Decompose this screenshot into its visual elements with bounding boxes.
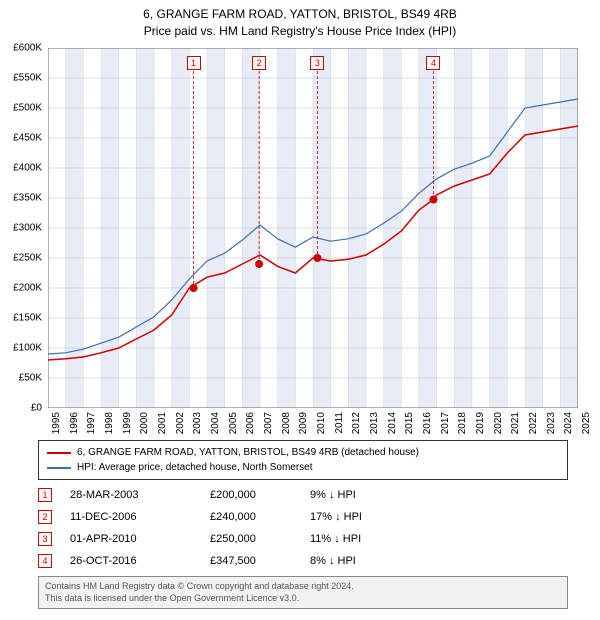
x-axis-label: 2016	[422, 412, 433, 434]
sale-marker: 2	[38, 510, 52, 524]
y-axis-label: £100K	[13, 343, 42, 354]
sale-marker: 3	[310, 56, 324, 70]
y-axis-label: £250K	[13, 253, 42, 264]
y-axis-label: £150K	[13, 313, 42, 324]
x-axis-label: 2020	[493, 412, 504, 434]
x-axis-label: 2003	[192, 412, 203, 434]
legend-item: HPI: Average price, detached house, Nort…	[47, 460, 559, 475]
legend-swatch	[47, 467, 71, 469]
x-axis-label: 1995	[51, 412, 62, 434]
x-axis-label: 1998	[104, 412, 115, 434]
y-axis-label: £0	[31, 403, 42, 414]
sale-delta: 9% ↓ HPI	[310, 489, 430, 501]
title-block: 6, GRANGE FARM ROAD, YATTON, BRISTOL, BS…	[0, 0, 600, 40]
sale-price: £250,000	[210, 533, 310, 545]
y-axis-label: £500K	[13, 103, 42, 114]
sale-price: £200,000	[210, 489, 310, 501]
x-axis-label: 2001	[157, 412, 168, 434]
legend-item: 6, GRANGE FARM ROAD, YATTON, BRISTOL, BS…	[47, 445, 559, 460]
x-axis-label: 2018	[457, 412, 468, 434]
x-axis-label: 2002	[175, 412, 186, 434]
y-axis-label: £200K	[13, 283, 42, 294]
sale-marker: 4	[38, 554, 52, 568]
title-address: 6, GRANGE FARM ROAD, YATTON, BRISTOL, BS…	[0, 6, 600, 23]
sale-delta: 17% ↓ HPI	[310, 511, 430, 523]
sales-row: 4 26-OCT-2016£347,5008% ↓ HPI	[38, 550, 568, 572]
x-axis-label: 2008	[281, 412, 292, 434]
y-axis-label: £350K	[13, 193, 42, 204]
x-axis-label: 2022	[528, 412, 539, 434]
footer-attribution: Contains HM Land Registry data © Crown c…	[38, 576, 568, 609]
legend-swatch	[47, 452, 71, 454]
y-axis-label: £400K	[13, 163, 42, 174]
chart-svg	[48, 48, 578, 408]
legend: 6, GRANGE FARM ROAD, YATTON, BRISTOL, BS…	[38, 440, 568, 480]
x-axis-label: 2004	[210, 412, 221, 434]
x-axis-label: 1996	[69, 412, 80, 434]
x-axis-label: 2011	[334, 412, 345, 434]
y-axis-label: £50K	[19, 373, 42, 384]
x-axis-label: 2014	[387, 412, 398, 434]
sale-marker: 1	[187, 56, 201, 70]
x-axis-label: 2005	[228, 412, 239, 434]
x-axis-label: 2006	[245, 412, 256, 434]
sale-marker: 1	[38, 488, 52, 502]
x-axis-label: 2024	[563, 412, 574, 434]
x-axis-label: 1997	[86, 412, 97, 434]
sale-date: 01-APR-2010	[70, 533, 210, 545]
legend-label: 6, GRANGE FARM ROAD, YATTON, BRISTOL, BS…	[77, 445, 419, 460]
sales-row: 1 28-MAR-2003£200,0009% ↓ HPI	[38, 484, 568, 506]
sale-date: 28-MAR-2003	[70, 489, 210, 501]
x-axis-label: 2009	[298, 412, 309, 434]
x-axis-label: 2013	[369, 412, 380, 434]
sale-date: 11-DEC-2006	[70, 511, 210, 523]
chart-container: 6, GRANGE FARM ROAD, YATTON, BRISTOL, BS…	[0, 0, 600, 620]
sale-marker: 4	[426, 56, 440, 70]
x-axis-label: 2007	[263, 412, 274, 434]
legend-label: HPI: Average price, detached house, Nort…	[77, 460, 313, 475]
title-subtitle: Price paid vs. HM Land Registry's House …	[0, 23, 600, 40]
x-axis-label: 2012	[351, 412, 362, 434]
x-axis-label: 2019	[475, 412, 486, 434]
footer-line2: This data is licensed under the Open Gov…	[45, 593, 561, 605]
x-axis-label: 2021	[510, 412, 521, 434]
x-axis-label: 2017	[440, 412, 451, 434]
x-axis-label: 2010	[316, 412, 327, 434]
x-axis-label: 2023	[546, 412, 557, 434]
sale-delta: 11% ↓ HPI	[310, 533, 430, 545]
sales-row: 3 01-APR-2010£250,00011% ↓ HPI	[38, 528, 568, 550]
sale-marker: 3	[38, 532, 52, 546]
footer-line1: Contains HM Land Registry data © Crown c…	[45, 581, 561, 593]
chart-area: £0£50K£100K£150K£200K£250K£300K£350K£400…	[48, 48, 578, 408]
sales-row: 2 11-DEC-2006£240,00017% ↓ HPI	[38, 506, 568, 528]
x-axis-label: 2015	[404, 412, 415, 434]
x-axis-label: 2025	[581, 412, 592, 434]
y-axis-label: £300K	[13, 223, 42, 234]
sale-date: 26-OCT-2016	[70, 555, 210, 567]
sale-marker: 2	[252, 56, 266, 70]
sales-table: 1 28-MAR-2003£200,0009% ↓ HPI 2 11-DEC-2006…	[38, 484, 568, 572]
x-axis-label: 2000	[139, 412, 150, 434]
sale-price: £347,500	[210, 555, 310, 567]
x-axis-label: 1999	[122, 412, 133, 434]
y-axis-label: £450K	[13, 133, 42, 144]
y-axis-label: £600K	[13, 43, 42, 54]
sale-delta: 8% ↓ HPI	[310, 555, 430, 567]
sale-price: £240,000	[210, 511, 310, 523]
y-axis-label: £550K	[13, 73, 42, 84]
